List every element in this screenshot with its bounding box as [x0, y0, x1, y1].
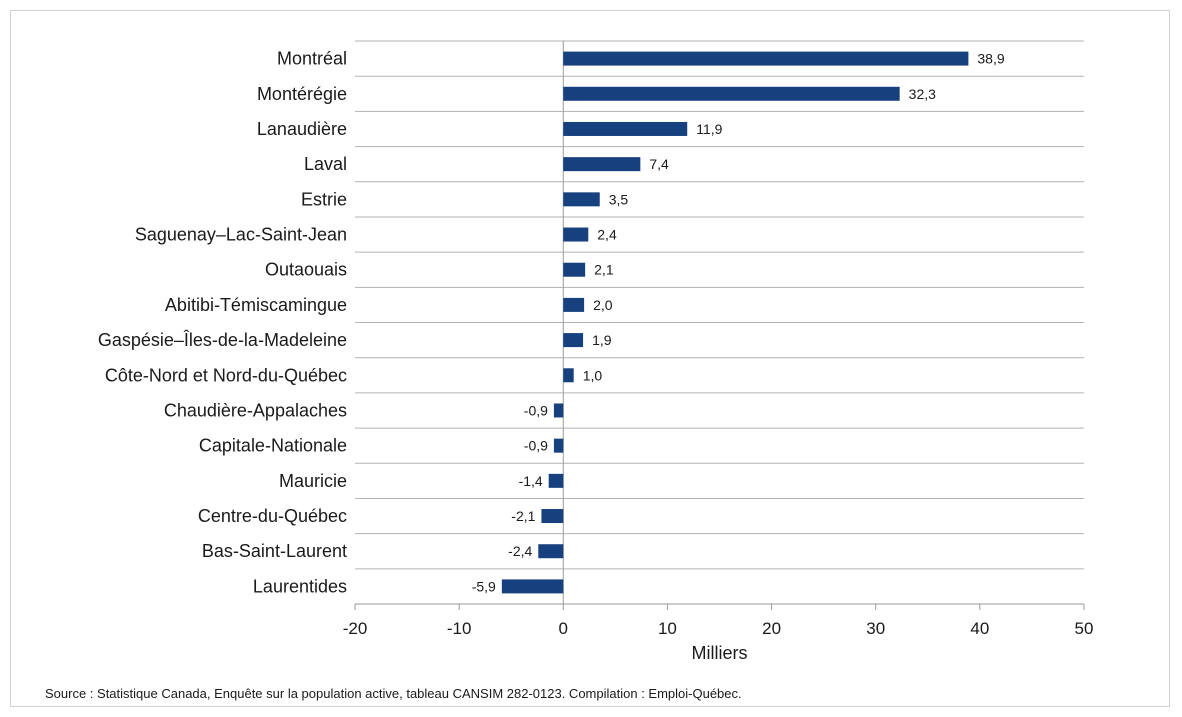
category-label: Bas-Saint-Laurent: [202, 541, 347, 561]
bar: [541, 509, 564, 524]
bar: [563, 262, 586, 277]
bar: [553, 403, 564, 418]
source-note: Source : Statistique Canada, Enquête sur…: [45, 686, 742, 701]
bar: [501, 579, 564, 594]
data-label: 3,5: [609, 191, 629, 207]
category-label: Laurentides: [253, 576, 347, 596]
category-label: Estrie: [301, 189, 347, 209]
category-label: Outaouais: [265, 260, 347, 280]
data-label: 1,0: [583, 367, 603, 383]
category-label: Mauricie: [279, 471, 347, 491]
bar: [563, 86, 900, 101]
category-label: Abitibi-Témiscamingue: [165, 295, 347, 315]
x-tick-label: 40: [970, 619, 989, 638]
category-label: Laval: [304, 154, 347, 174]
data-label: 7,4: [649, 156, 669, 172]
data-label: 38,9: [977, 51, 1004, 67]
bar: [563, 368, 574, 383]
bar: [563, 121, 688, 136]
chart-frame: -20 -10 0 10 20 30 40 50 Milliers Montréal 38,9 Mon…: [10, 10, 1170, 707]
x-tick-label: -10: [447, 619, 472, 638]
data-label: -5,9: [472, 578, 496, 594]
category-label: Centre-du-Québec: [198, 506, 347, 526]
bar-chart: -20 -10 0 10 20 30 40 50 Milliers Montréal 38,9 Mon…: [98, 40, 1094, 663]
bar: [548, 473, 564, 488]
x-tick-label: 20: [762, 619, 781, 638]
data-label: 11,9: [696, 121, 722, 137]
x-tick-label: -20: [343, 619, 368, 638]
data-label: 32,3: [909, 86, 936, 102]
bar: [563, 297, 585, 312]
bar: [538, 544, 564, 559]
category-label: Côte-Nord et Nord-du-Québec: [105, 365, 347, 385]
data-label: -2,4: [508, 543, 532, 559]
category-label: Montréal: [277, 49, 347, 69]
x-tick-label: 30: [866, 619, 885, 638]
data-label: 2,0: [593, 297, 613, 313]
x-axis-title: Milliers: [692, 643, 748, 663]
x-tick-label: 10: [658, 619, 677, 638]
data-label: 1,9: [592, 332, 612, 348]
bar: [563, 227, 589, 242]
data-label: -0,9: [524, 402, 548, 418]
x-tick-label: 50: [1075, 619, 1094, 638]
data-label: 2,4: [597, 227, 617, 243]
bar: [563, 333, 584, 348]
category-label: Chaudière-Appalaches: [164, 400, 347, 420]
data-label: -2,1: [511, 508, 535, 524]
category-label: Montérégie: [257, 84, 347, 104]
category-label: Gaspésie–Îles-de-la-Madeleine: [98, 330, 347, 350]
x-tick-label: 0: [559, 619, 568, 638]
bar: [563, 157, 641, 172]
category-label: Saguenay–Lac-Saint-Jean: [135, 225, 347, 245]
category-label: Capitale-Nationale: [199, 436, 347, 456]
data-label: -0,9: [524, 438, 548, 454]
category-label: Lanaudière: [257, 119, 347, 139]
bar: [563, 192, 600, 207]
data-label: -1,4: [519, 473, 543, 489]
bar: [553, 438, 564, 453]
bar: [563, 51, 969, 66]
data-label: 2,1: [594, 262, 614, 278]
